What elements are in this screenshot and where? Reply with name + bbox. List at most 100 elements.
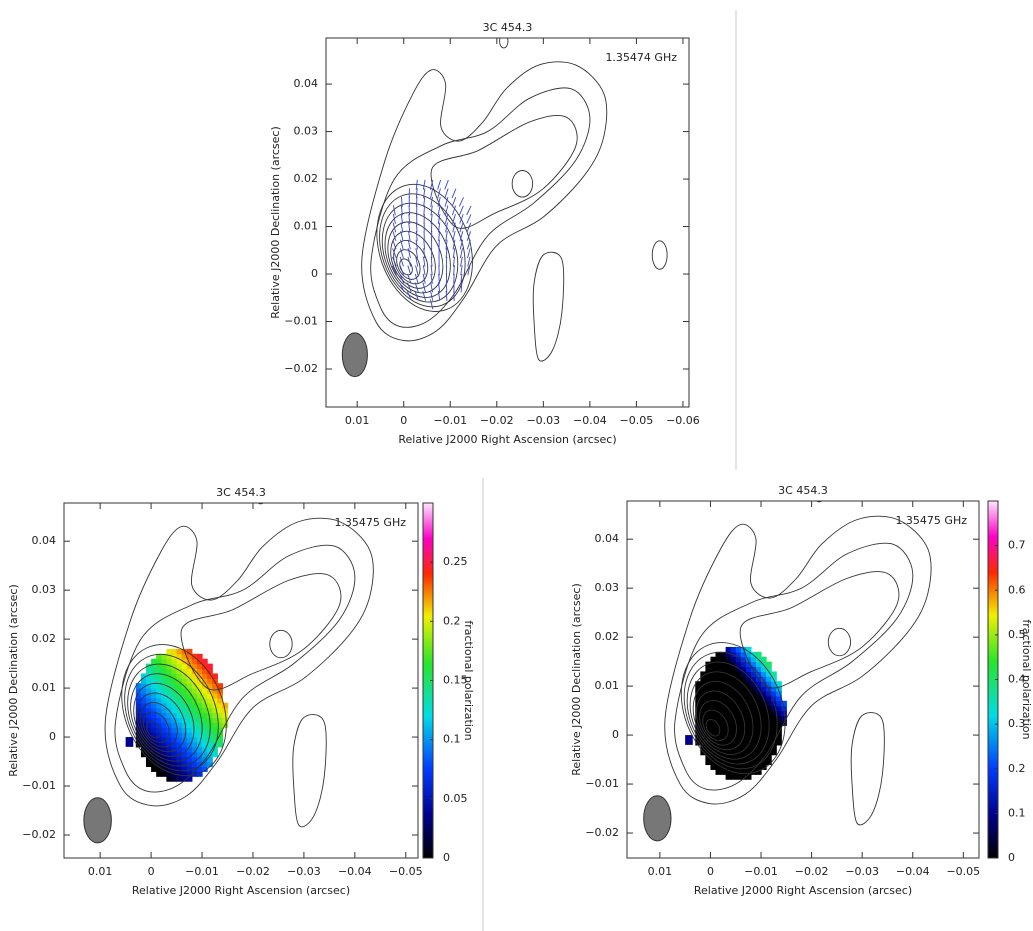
- pol-pixel: [730, 656, 737, 663]
- pol-pixel: [771, 730, 777, 736]
- pol-pixel: [217, 702, 224, 709]
- pol-pixel: [196, 712, 203, 719]
- pol-pixel: [695, 681, 701, 687]
- pol-pixel: [735, 671, 742, 677]
- pol-pixel: [176, 663, 183, 670]
- pol-pixel: [766, 754, 772, 761]
- pol-pixel: [715, 676, 722, 682]
- pol-pixel: [186, 717, 193, 723]
- pol-pixel: [725, 656, 732, 663]
- pol-pixel: [181, 688, 188, 694]
- pol-pixel: [735, 754, 742, 761]
- pol-pixel: [176, 722, 183, 728]
- pol-pixel: [715, 651, 722, 658]
- pol-vector: [437, 222, 441, 233]
- pol-pixel: [166, 722, 173, 728]
- pol-pixel: [217, 737, 224, 743]
- pol-pixel: [725, 646, 732, 653]
- pol-pixel: [196, 692, 203, 699]
- pol-pixel: [207, 727, 213, 733]
- pol-pixel: [705, 754, 712, 761]
- pol-vector: [437, 179, 442, 190]
- pol-pixel: [761, 730, 767, 736]
- pol-pixel: [171, 673, 178, 679]
- pol-pixel: [171, 741, 178, 748]
- pol-pixel: [776, 710, 782, 717]
- x-tick-label: −0.05: [389, 865, 423, 878]
- pol-pixel: [710, 681, 717, 687]
- pol-pixel: [695, 695, 701, 702]
- pol-vector: [459, 205, 464, 216]
- pol-pixel: [720, 730, 727, 736]
- y-tick-label: −0.01: [585, 777, 619, 790]
- pol-pixel: [171, 683, 178, 689]
- pol-pixel: [161, 707, 167, 714]
- pol-pixel: [151, 732, 157, 738]
- pol-pixel: [186, 678, 193, 684]
- colorbar-tick-label: 0.3: [1008, 717, 1026, 730]
- pol-pixel: [171, 702, 178, 709]
- pol-pixel: [196, 727, 203, 733]
- y-tick-label: 0.01: [32, 681, 57, 694]
- pol-vector: [459, 248, 463, 259]
- pol-pixel: [140, 746, 147, 753]
- pol-pixel: [771, 725, 777, 731]
- pol-pixel: [720, 661, 727, 668]
- colorbar-tick-label: 0.7: [1008, 539, 1026, 552]
- pol-pixel: [710, 710, 717, 717]
- pol-pixel: [766, 686, 772, 692]
- pol-pixel: [140, 722, 147, 728]
- y-tick-label: 0: [311, 267, 318, 280]
- pol-pixel: [755, 769, 762, 775]
- pol-pixel: [776, 681, 782, 687]
- pol-pixel: [715, 705, 722, 712]
- pol-pixel: [217, 741, 224, 748]
- pol-pixel: [766, 739, 772, 746]
- pol-pixel: [715, 700, 722, 707]
- pol-vector: [423, 205, 426, 216]
- pol-vector: [459, 231, 464, 241]
- pol-pixel: [710, 661, 717, 668]
- pol-pixel: [700, 695, 706, 702]
- colorbar-label: fractional polarization: [462, 620, 475, 740]
- pol-pixel: [140, 702, 147, 709]
- pol-pixel: [735, 700, 742, 707]
- pol-vector: [430, 256, 433, 267]
- pol-vector: [444, 179, 449, 190]
- pol-pixel: [176, 776, 183, 782]
- pol-pixel: [720, 739, 727, 746]
- colorbar-label: fractional polarization: [1020, 619, 1033, 739]
- pol-pixel: [745, 730, 752, 736]
- colorbar-tick-label: 0.1: [443, 733, 461, 746]
- pol-pixel: [725, 769, 732, 775]
- pol-pixel: [151, 727, 157, 733]
- pol-vector: [466, 214, 472, 224]
- pol-pixel: [705, 676, 712, 682]
- pol-pixel: [176, 688, 183, 694]
- pol-pixel: [761, 754, 767, 761]
- pol-pixel: [125, 737, 134, 747]
- pol-pixel: [191, 751, 198, 758]
- pol-pixel: [776, 686, 782, 692]
- pol-pixel: [151, 722, 157, 728]
- pol-pixel: [151, 756, 157, 763]
- pol-pixel: [725, 686, 732, 692]
- pol-pixel: [151, 692, 157, 699]
- pol-pixel: [695, 730, 701, 736]
- x-tick-label: 0: [400, 414, 407, 427]
- pol-pixel: [207, 702, 213, 709]
- pol-pixel: [685, 735, 693, 745]
- pol-pixel: [755, 686, 762, 692]
- pol-pixel: [735, 774, 742, 780]
- pol-pixel: [176, 761, 183, 768]
- pol-pixel: [750, 661, 757, 668]
- pol-pixel: [196, 697, 203, 704]
- pol-vector: [393, 205, 396, 216]
- pol-pixel: [745, 681, 752, 687]
- pol-pixel: [186, 702, 193, 709]
- pol-vector: [399, 274, 405, 284]
- pol-pixel: [725, 691, 732, 697]
- pol-vector: [466, 231, 472, 241]
- pol-pixel: [710, 720, 717, 726]
- pol-pixel: [700, 710, 706, 717]
